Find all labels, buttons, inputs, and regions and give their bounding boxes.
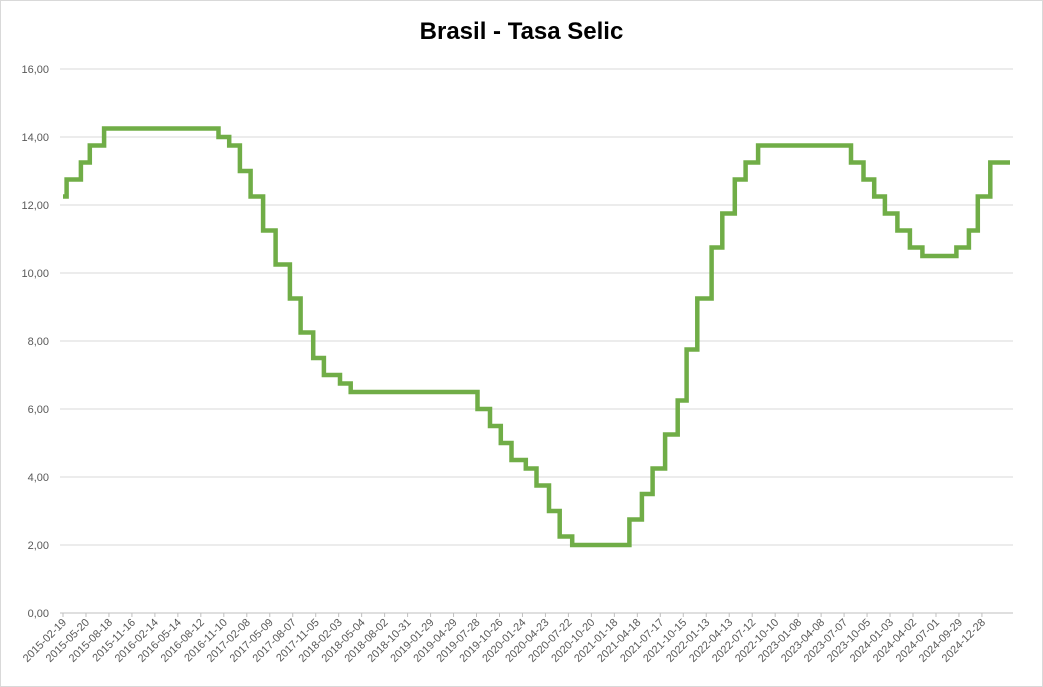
y-tick-label: 0,00: [28, 608, 49, 620]
y-axis-ticks: 0,00 2,00 4,00 6,00 8,00 10,00 12,00 14,00 16,00: [21, 64, 49, 620]
y-tick-label: 8,00: [28, 336, 49, 348]
y-tick-label: 16,00: [21, 64, 49, 76]
y-tick-label: 10,00: [21, 268, 49, 280]
y-tick-label: 14,00: [21, 132, 49, 144]
y-tick-label: 4,00: [28, 472, 49, 484]
y-tick-label: 6,00: [28, 404, 49, 416]
selic-rate-line: [63, 126, 1010, 548]
gridlines: [60, 68, 1013, 614]
chart-title: Brasil - Tasa Selic: [419, 18, 624, 45]
y-tick-label: 2,00: [28, 540, 49, 552]
x-axis-ticks: 2015-02-192015-05-202015-08-182015-11-16…: [21, 613, 988, 665]
y-tick-label: 12,00: [21, 200, 49, 212]
series-layer: [63, 126, 1010, 548]
